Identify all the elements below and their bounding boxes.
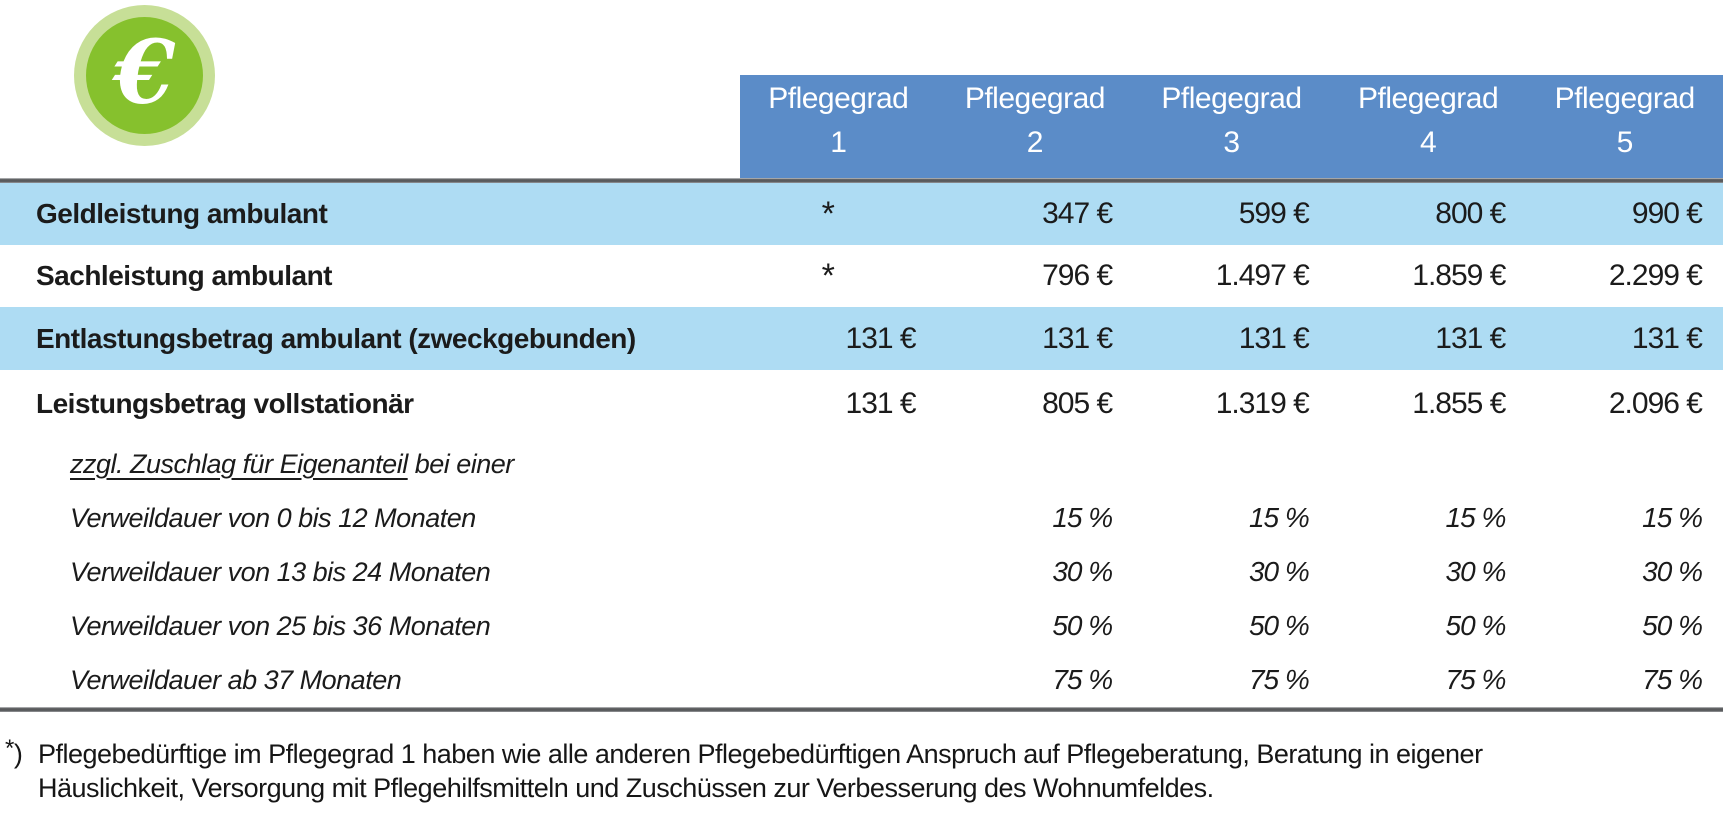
row-label: Verweildauer ab 37 Monaten [70, 664, 402, 695]
value-cell: 1.855 € [1412, 386, 1506, 420]
euro-symbol: € [113, 19, 176, 124]
value-cell: 15 % [1248, 502, 1310, 533]
value-cell: 1.319 € [1215, 386, 1310, 420]
header-number: 5 [1616, 126, 1634, 159]
underlined-label-part: zzgl. Zuschlag für Eigenanteil [70, 448, 408, 479]
footnote: *) Pflegebedürftige im Pflegegrad 1 habe… [5, 735, 1705, 805]
row-label: Geldleistung ambulant [36, 198, 328, 229]
value-cell: 599 € [1238, 197, 1310, 230]
table-bottom-divider [0, 707, 1723, 712]
label-rest: bei einer [407, 448, 515, 479]
value-cell: 2.096 € [1608, 386, 1703, 420]
table-row-verweildauer-25-36: Verweildauer von 25 bis 36 Monaten 50 % … [0, 599, 1723, 653]
value-cell: 15 % [1642, 502, 1703, 533]
header-title: Pflegegrad [768, 82, 909, 115]
value-cell: * [821, 256, 835, 295]
value-cell: 50 % [1445, 610, 1507, 641]
value-cell: 30 % [1642, 556, 1703, 587]
value-cell: * [821, 194, 835, 233]
row-label: zzgl. Zuschlag für Eigenanteil bei einer [0, 449, 740, 480]
row-label: Verweildauer von 25 bis 36 Monaten [70, 610, 491, 641]
footnote-text: Pflegebedürftige im Pflegegrad 1 haben w… [38, 737, 1705, 805]
value-cell: 50 % [1248, 610, 1310, 641]
row-label: Verweildauer von 13 bis 24 Monaten [70, 556, 491, 587]
value-cell: 50 % [1642, 610, 1703, 641]
value-cell: 1.859 € [1412, 259, 1506, 292]
header-col-pflegegrad-5: Pflegegrad 5 [1526, 75, 1723, 178]
value-cell: 796 € [1042, 259, 1113, 292]
value-cell: 805 € [1042, 386, 1113, 420]
value-cell: 131 € [1238, 321, 1310, 355]
row-label: Entlastungsbetrag ambulant (zweckgebunde… [36, 322, 636, 354]
table-row-verweildauer-ab-37: Verweildauer ab 37 Monaten 75 % 75 % 75 … [0, 653, 1723, 707]
value-cell: 75 % [1052, 664, 1113, 695]
table-row-verweildauer-13-24: Verweildauer von 13 bis 24 Monaten 30 % … [0, 545, 1723, 599]
header-col-pflegegrad-4: Pflegegrad 4 [1330, 75, 1527, 178]
row-label: Verweildauer von 0 bis 12 Monaten [70, 502, 476, 533]
table-body: Geldleistung ambulant * 347 € 599 € 800 … [0, 183, 1723, 707]
value-cell: 30 % [1445, 556, 1507, 587]
header-title: Pflegegrad [1554, 82, 1696, 115]
header-col-pflegegrad-1: Pflegegrad 1 [740, 75, 937, 178]
table-row-verweildauer-0-12: Verweildauer von 0 bis 12 Monaten 15 % 1… [0, 491, 1723, 545]
header-col-pflegegrad-3: Pflegegrad 3 [1133, 75, 1330, 178]
value-cell: 30 % [1052, 556, 1113, 587]
value-cell: 131 € [845, 321, 917, 355]
row-label: Leistungsbetrag vollstationär [36, 387, 414, 419]
table-row-zuschlag-heading: zzgl. Zuschlag für Eigenanteil bei einer [0, 437, 1723, 491]
value-cell: 2.299 € [1608, 259, 1703, 292]
value-cell: 15 % [1052, 502, 1113, 533]
footnote-line-1: Pflegebedürftige im Pflegegrad 1 haben w… [38, 739, 1483, 769]
footnote-paren: ) [13, 739, 23, 769]
value-cell: 75 % [1445, 664, 1507, 695]
value-cell: 75 % [1642, 664, 1703, 695]
footnote-line-2: Häuslichkeit, Versorgung mit Pflegehilfs… [38, 773, 1214, 803]
header-number: 4 [1419, 126, 1437, 159]
header-number: 1 [830, 126, 847, 159]
euro-icon-inner: € [86, 17, 203, 134]
header-number: 2 [1026, 126, 1044, 159]
table-row-leistungsbetrag: Leistungsbetrag vollstationär 131 € 805 … [0, 370, 1723, 437]
footnote-asterisk: * [5, 735, 14, 762]
value-cell: 50 % [1052, 610, 1113, 641]
table-row-sachleistung: Sachleistung ambulant * 796 € 1.497 € 1.… [0, 245, 1723, 307]
value-cell: 347 € [1042, 197, 1113, 230]
table-top-divider [0, 178, 1723, 183]
value-cell: 15 % [1445, 502, 1507, 533]
table-row-entlastungsbetrag: Entlastungsbetrag ambulant (zweckgebunde… [0, 307, 1723, 370]
value-cell: 800 € [1435, 197, 1506, 230]
footnote-marker: *) [5, 735, 38, 805]
value-cell: 131 € [845, 386, 917, 420]
header-title: Pflegegrad [1358, 82, 1499, 115]
row-label: Sachleistung ambulant [36, 260, 333, 291]
value-cell: 30 % [1248, 556, 1310, 587]
header-number: 3 [1223, 126, 1240, 159]
value-cell: 131 € [1042, 321, 1113, 355]
table-row-geldleistung: Geldleistung ambulant * 347 € 599 € 800 … [0, 183, 1723, 245]
value-cell: 990 € [1631, 197, 1703, 230]
value-cell: 131 € [1435, 321, 1506, 355]
header-title: Pflegegrad [1161, 82, 1302, 115]
value-cell: 1.497 € [1215, 259, 1310, 292]
euro-icon: € [74, 5, 215, 146]
header-title: Pflegegrad [964, 82, 1106, 115]
value-cell: 75 % [1248, 664, 1310, 695]
header-col-pflegegrad-2: Pflegegrad 2 [937, 75, 1134, 178]
table-header: Pflegegrad 1 Pflegegrad 2 Pflegegrad 3 P… [740, 75, 1723, 178]
value-cell: 131 € [1631, 321, 1703, 355]
